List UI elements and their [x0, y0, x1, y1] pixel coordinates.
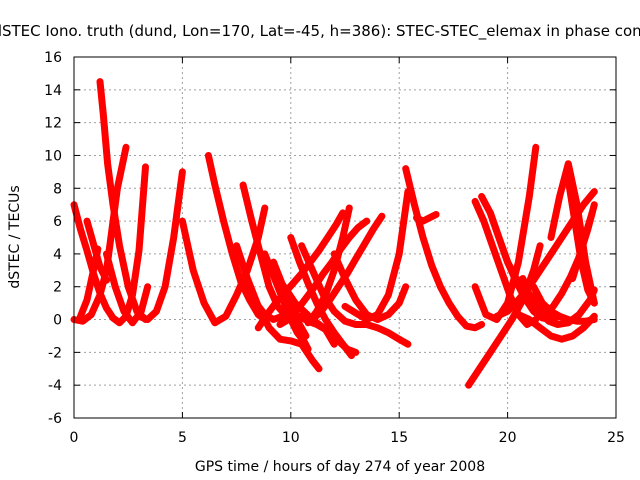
- plot-frame: [73, 56, 617, 419]
- satellite-trace-24: [402, 165, 486, 332]
- y-tick-label: 6: [53, 214, 62, 230]
- x-tick-label: 5: [178, 430, 187, 446]
- y-tick-label: 10: [44, 148, 62, 164]
- satellite-trace-7: [135, 168, 186, 323]
- x-axis-label: GPS time / hours of day 274 of year 2008: [195, 459, 485, 475]
- y-tick-label: 4: [53, 247, 62, 263]
- satellite-trace-36: [547, 160, 598, 307]
- satellite-trace-23: [341, 188, 412, 323]
- y-tick-label: 2: [53, 280, 62, 296]
- satellite-trace-21: [304, 204, 353, 327]
- satellite-trace-32: [514, 311, 598, 343]
- satellite-trace-25: [413, 211, 440, 225]
- satellite-trace-19: [276, 217, 371, 328]
- satellite-trace-8: [178, 204, 269, 327]
- satellite-trace-27: [471, 197, 540, 328]
- x-tick-label: 15: [390, 430, 408, 446]
- satellite-trace-1: [70, 163, 149, 327]
- satellite-trace-9: [204, 152, 269, 323]
- x-tick-label: 0: [70, 430, 79, 446]
- satellite-trace-33: [519, 275, 598, 328]
- x-tick-label: 20: [499, 430, 517, 446]
- x-tick-label: 10: [282, 430, 300, 446]
- x-tick-label: 25: [607, 430, 625, 446]
- y-tick-label: 0: [53, 313, 62, 329]
- satellite-trace-17: [298, 242, 412, 348]
- axis-ticks: 0 5 10 15 20 25 -6 -4 -2 0 2 4 6 8 10 12 14 16: [44, 50, 625, 446]
- satellite-trace-6: [103, 250, 152, 327]
- y-tick-label: 12: [44, 116, 62, 132]
- y-tick-label: 8: [53, 181, 62, 197]
- satellite-trace-15: [261, 250, 312, 353]
- satellite-trace-14: [270, 258, 310, 340]
- satellite-trace-20: [309, 212, 386, 323]
- satellite-trace-18: [254, 209, 347, 332]
- y-tick-label: -6: [48, 411, 62, 427]
- satellite-trace-5: [96, 78, 149, 323]
- satellite-trace-34: [530, 283, 598, 325]
- traces: [70, 78, 598, 389]
- satellite-trace-37: [564, 176, 598, 307]
- y-axis-label: dSTEC / TECUs: [7, 185, 23, 288]
- y-tick-label: -2: [48, 345, 62, 361]
- chart-title: dSTEC Iono. truth (dund, Lon=170, Lat=-4…: [0, 22, 640, 41]
- satellite-trace-38: [569, 209, 596, 282]
- y-tick-label: -4: [48, 378, 62, 394]
- satellite-trace-30: [471, 143, 540, 323]
- y-tick-label: 16: [44, 50, 62, 66]
- satellite-trace-4: [70, 143, 130, 325]
- satellite-trace-26: [465, 242, 544, 389]
- y-tick-label: 14: [44, 83, 62, 99]
